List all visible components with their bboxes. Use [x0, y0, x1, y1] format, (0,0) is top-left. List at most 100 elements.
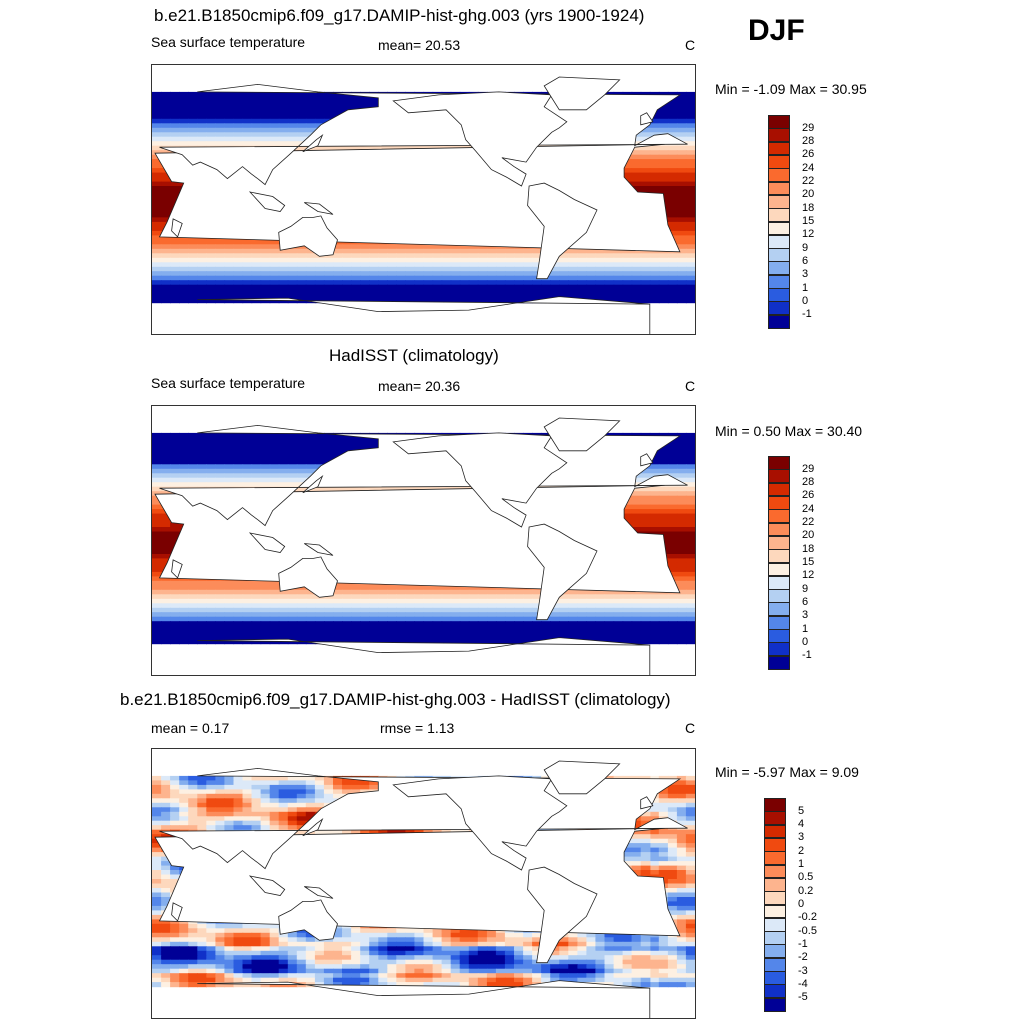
panel-1-colorbar: 29 28 26 24 22 20 18 15 12 9 6 3 1 0 -1 [768, 115, 848, 329]
panel-2-unit-label: C [685, 378, 696, 394]
colorbar-swatch [768, 602, 790, 617]
colorbar-swatch [768, 629, 790, 643]
colorbar-swatch [764, 997, 786, 1012]
colorbar-swatch [764, 798, 786, 812]
panel-1-title: b.e21.B1850cmip6.f09_g17.DAMIP-hist-ghg.… [154, 6, 645, 25]
colorbar-swatch [764, 824, 786, 839]
colorbar-tick-label: 0 [798, 898, 805, 910]
colorbar-swatch [764, 971, 786, 985]
map-field [152, 417, 695, 675]
colorbar-tick-label: 1 [802, 281, 809, 294]
colorbar-tick-label: 20 [802, 529, 815, 542]
colorbar-swatch [764, 957, 786, 972]
colorbar-tick-label: -0.2 [798, 911, 817, 924]
panel-3-colorbar: 5 4 3 2 1 0.5 0.2 0 -0.2 -0.5 -1 -2 -3 -4 -5 [764, 798, 844, 1012]
map-field [152, 760, 695, 1018]
colorbar-swatch [764, 904, 786, 919]
map-field [152, 76, 695, 334]
colorbar-swatch [764, 984, 786, 999]
colorbar-swatch [764, 891, 786, 905]
colorbar-tick-label: 1 [798, 858, 805, 871]
colorbar-tick-label: -3 [798, 964, 808, 977]
colorbar-tick-label: 0 [802, 294, 809, 307]
colorbar-swatch [768, 314, 790, 329]
colorbar-tick-label: 9 [802, 241, 809, 254]
colorbar-swatch [768, 154, 790, 169]
colorbar-tick-label: 15 [802, 215, 815, 227]
colorbar-tick-label: 3 [802, 268, 809, 281]
colorbar-tick-label: -1 [802, 649, 812, 662]
colorbar-tick-label: 9 [802, 582, 809, 595]
colorbar-tick-label: 6 [802, 254, 809, 267]
colorbar-tick-label: 0 [802, 635, 809, 648]
colorbar-tick-label: 1 [802, 622, 809, 635]
colorbar-tick-label: 12 [802, 228, 815, 241]
colorbar-swatch [768, 128, 790, 143]
panel-3-title: b.e21.B1850cmip6.f09_g17.DAMIP-hist-ghg.… [120, 690, 671, 709]
colorbar-tick-label: 28 [802, 135, 815, 148]
colorbar-tick-label: 29 [802, 462, 815, 475]
panel-1-unit-label: C [685, 37, 696, 53]
colorbar-swatch [764, 877, 786, 892]
colorbar-tick-label: 0.2 [798, 884, 814, 897]
colorbar-swatch [768, 535, 790, 550]
panel-2-map [151, 405, 696, 676]
colorbar-tick-label: -1 [798, 937, 808, 950]
colorbar-swatch [764, 917, 786, 932]
colorbar-tick-label: 3 [802, 609, 809, 622]
colorbar-tick-label: -4 [798, 977, 808, 990]
colorbar-tick-label: 26 [802, 148, 815, 161]
colorbar-tick-label: 18 [802, 542, 815, 555]
colorbar-swatch [768, 615, 790, 630]
panel-3-rmse-label: rmse = 1.13 [380, 720, 455, 736]
colorbar-swatch [768, 274, 790, 289]
panel-1-mean-label: mean= 20.53 [378, 37, 461, 53]
panel-2-mean-label: mean= 20.36 [378, 378, 461, 394]
colorbar-swatch [768, 575, 790, 590]
colorbar-swatch [764, 837, 786, 852]
colorbar-swatch [768, 248, 790, 262]
colorbar-swatch [768, 482, 790, 497]
panel-2-title: HadISST (climatology) [329, 346, 499, 365]
colorbar-tick-label: 29 [802, 121, 815, 134]
colorbar-tick-label: 3 [798, 831, 805, 844]
colorbar-tick-label: 4 [798, 818, 805, 831]
colorbar-swatch [768, 288, 790, 302]
colorbar-swatch [768, 208, 790, 222]
colorbar-swatch [768, 194, 790, 209]
panel-3-mean-label: mean = 0.17 [151, 720, 230, 736]
colorbar-swatch [768, 642, 790, 657]
panel-2-variable-label: Sea surface temperature [151, 375, 306, 391]
colorbar-tick-label: -2 [798, 951, 808, 964]
colorbar-tick-label: 24 [802, 502, 815, 515]
colorbar-tick-label: 24 [802, 161, 815, 174]
colorbar-tick-label: 6 [802, 595, 809, 608]
panel-1-minmax-label: Min = -1.09 Max = 30.95 [715, 81, 867, 97]
colorbar-tick-label: 12 [802, 569, 815, 582]
colorbar-swatch [768, 301, 790, 316]
colorbar-swatch [768, 522, 790, 537]
colorbar-tick-label: -0.5 [798, 924, 817, 937]
colorbar-swatch [768, 234, 790, 249]
panel-2-colorbar: 29 28 26 24 22 20 18 15 12 9 6 3 1 0 -1 [768, 456, 848, 670]
panel-3-map [151, 748, 696, 1019]
colorbar-tick-label: 0.5 [798, 871, 814, 884]
panel-2-minmax-label: Min = 0.50 Max = 30.40 [715, 423, 863, 439]
colorbar-tick-label: 5 [798, 804, 805, 817]
panel-1-variable-label: Sea surface temperature [151, 34, 306, 50]
colorbar-tick-label: 22 [802, 175, 815, 188]
colorbar-swatch [768, 115, 790, 129]
panel-3-unit-label: C [685, 720, 696, 736]
colorbar-swatch [768, 181, 790, 196]
colorbar-tick-label: 15 [802, 556, 815, 568]
colorbar-tick-label: 20 [802, 188, 815, 201]
colorbar-swatch [768, 261, 790, 276]
colorbar-tick-label: 2 [798, 844, 805, 857]
colorbar-swatch [768, 456, 790, 470]
colorbar-tick-label: 22 [802, 516, 815, 529]
colorbar-swatch [768, 655, 790, 670]
colorbar-tick-label: 28 [802, 476, 815, 489]
colorbar-swatch [768, 469, 790, 484]
colorbar-tick-label: 18 [802, 201, 815, 214]
colorbar-swatch [764, 864, 786, 879]
